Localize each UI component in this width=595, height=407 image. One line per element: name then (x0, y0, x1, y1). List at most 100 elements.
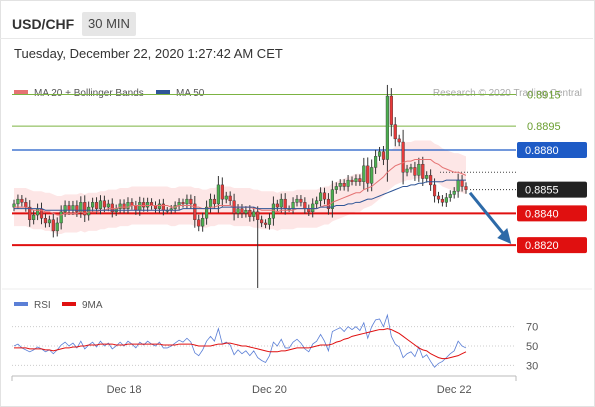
candle-body (315, 200, 319, 205)
candle-body (201, 217, 205, 227)
candle-body (429, 175, 433, 186)
candle-body (299, 198, 303, 203)
candle-body (59, 211, 63, 224)
price-levels (12, 93, 516, 247)
rsi-lines (13, 313, 467, 368)
moving-averages (14, 158, 467, 216)
forecast-arrow-shaft (468, 191, 507, 237)
candle-body (413, 167, 417, 176)
candle-body (338, 183, 342, 187)
candle-body (71, 205, 75, 211)
rsi-ma-line (14, 328, 467, 360)
candle-body (134, 205, 138, 211)
candle-body (417, 164, 421, 176)
candle-body (263, 222, 268, 225)
candle-body (464, 186, 468, 190)
candle-body (208, 198, 213, 208)
candle-body (260, 219, 264, 224)
candle-body (47, 219, 51, 224)
candle-body (236, 208, 240, 214)
candle-body (385, 95, 389, 160)
symbol-label: USD/CHF (12, 16, 75, 32)
time-tick-label: Dec 18 (107, 384, 142, 396)
candle-body (20, 198, 24, 203)
rsi-legend: RSI 9MA (14, 300, 103, 311)
candle-body (63, 205, 67, 213)
candle-body (362, 165, 366, 182)
candle-body (83, 202, 87, 216)
candle-body (252, 211, 256, 217)
rsi-line (13, 313, 467, 368)
timestamp: Tuesday, December 22, 2020 1:27:42 AM CE… (14, 46, 283, 61)
candle-body (330, 189, 334, 209)
candle-body (397, 138, 401, 143)
candle-body (212, 198, 217, 205)
candle-body (279, 198, 283, 208)
time-tick-label: Dec 20 (252, 384, 287, 396)
candle-body (460, 179, 464, 187)
candle-body (197, 219, 201, 227)
candle-body (303, 202, 307, 209)
candle-body (448, 194, 452, 198)
candle-body (142, 202, 146, 208)
candle-body (381, 151, 386, 160)
candle-body (248, 210, 252, 217)
candle-body (291, 202, 295, 209)
candle-body (185, 198, 189, 205)
last-price-label: 0.8855 (525, 185, 559, 197)
candle-body (102, 200, 106, 208)
candle-body (311, 203, 315, 213)
candle-body (354, 178, 358, 182)
candle-body (32, 214, 36, 220)
candle-body (256, 211, 260, 220)
candle-body (87, 206, 91, 216)
candle-body (146, 202, 150, 208)
candle-body (377, 151, 382, 157)
timeframe-button[interactable]: 30 MIN (82, 12, 136, 36)
pivot-tag (517, 141, 587, 158)
candle-body (43, 217, 48, 224)
candlesticks (12, 84, 468, 288)
candle-body (322, 192, 327, 200)
candle-body (24, 202, 28, 208)
candle-body (122, 203, 126, 209)
candle-body (240, 208, 244, 214)
candle-body (216, 184, 220, 205)
candle-body (295, 198, 299, 203)
rsi-tick-label: 30 (526, 360, 538, 372)
candle-body (126, 202, 130, 209)
candle-body (374, 156, 378, 168)
candle-body (318, 192, 323, 201)
forecast-arrow (468, 191, 512, 244)
bollinger-bands (14, 140, 466, 235)
candle-body (157, 203, 162, 209)
candle-body (421, 164, 425, 179)
candle-body (283, 198, 287, 209)
candle-body (267, 217, 272, 225)
legend-ma50-swatch (156, 90, 170, 94)
candle-body (334, 186, 338, 190)
candle-body (205, 206, 209, 219)
legend-9ma-label: 9MA (82, 300, 103, 311)
candle-body (16, 198, 20, 205)
candle-body (161, 203, 165, 211)
candle-body (440, 198, 444, 203)
candle-body (67, 205, 71, 211)
chart-header: USD/CHF 30 MIN (0, 0, 593, 39)
candle-body (36, 208, 40, 216)
candle-body (370, 167, 374, 184)
legend-ma20-swatch (14, 90, 28, 94)
candle-body (358, 178, 362, 182)
candle-body (389, 95, 393, 125)
candle-body (346, 179, 350, 187)
candle-body (28, 206, 32, 220)
candle-body (181, 202, 185, 205)
rsi-tick-label: 70 (526, 322, 538, 334)
candle-body (75, 205, 79, 213)
legend-rsi-swatch (14, 302, 28, 306)
candle-body (91, 202, 95, 208)
candle-body (432, 184, 437, 197)
watermark: Research © 2020 Trading Central (433, 88, 582, 99)
time-axis: Dec 18 Dec 20 Dec 22 (11, 375, 517, 396)
